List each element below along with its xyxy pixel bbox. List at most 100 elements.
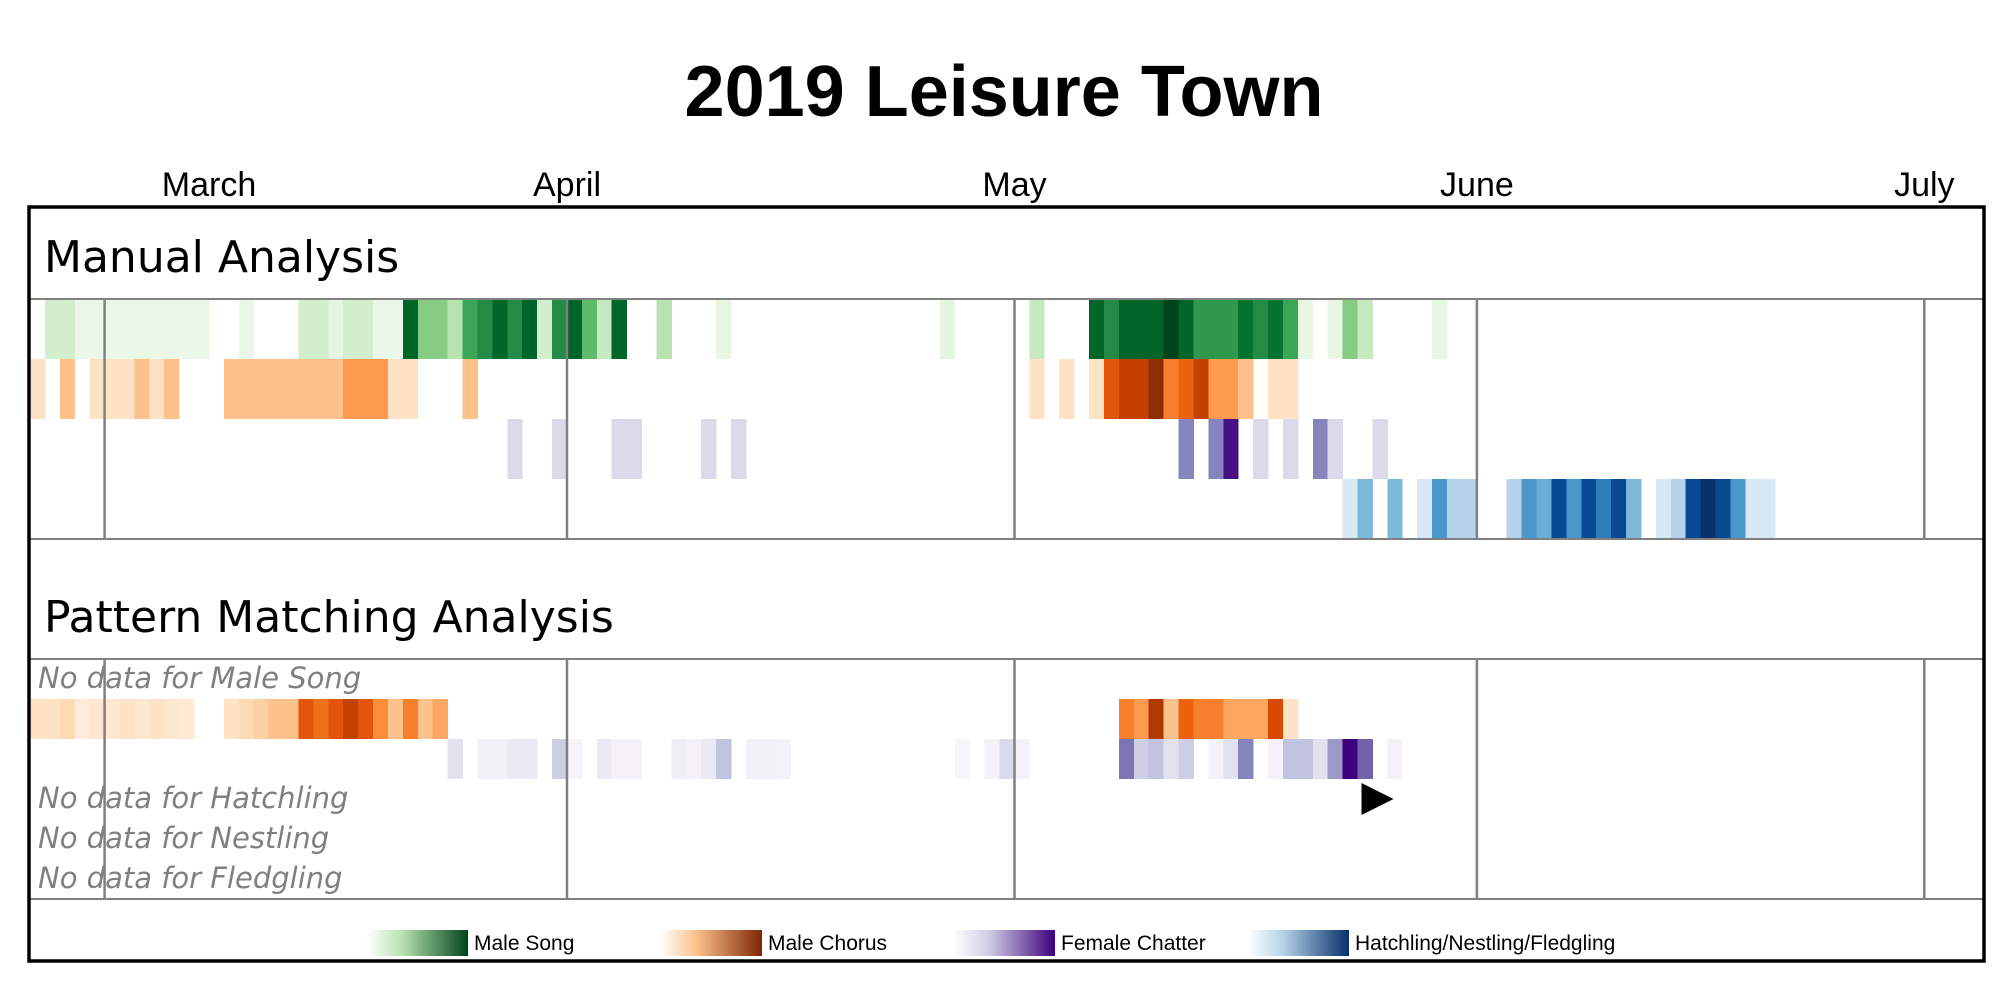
row-male-chorus (30, 359, 1299, 419)
heat-cell (194, 299, 210, 359)
month-label-july: July (1894, 166, 1954, 204)
heat-cell (1655, 479, 1672, 539)
legend-swatch-male-chorus (660, 930, 762, 956)
heat-cell (74, 699, 91, 739)
heat-cell (626, 419, 642, 479)
heat-cell (298, 699, 314, 739)
heat-cell (134, 699, 150, 739)
no-data-label: No data for Hatchling (38, 781, 348, 815)
heat-cell (1372, 419, 1388, 479)
heat-cell (1461, 479, 1478, 539)
heat-cell (149, 299, 165, 359)
heat-cell (1268, 359, 1284, 419)
heat-cell (1626, 479, 1642, 539)
heat-cell (507, 299, 523, 359)
heat-cell (1432, 299, 1448, 359)
heat-cell (1103, 359, 1120, 419)
heat-cell (1282, 739, 1299, 779)
heat-cell (417, 699, 434, 739)
heat-cell (462, 299, 478, 359)
heat-cell (59, 299, 76, 359)
heat-cell (328, 359, 344, 419)
heat-cell (1312, 419, 1329, 479)
heat-cell (164, 359, 180, 419)
heat-cell (1506, 479, 1523, 539)
heat-cell (492, 739, 508, 779)
heat-cell (1148, 739, 1165, 779)
heat-cell (343, 699, 359, 739)
month-label-april: April (533, 166, 601, 204)
heat-cell (313, 699, 329, 739)
legend-label-male-chorus: Male Chorus (768, 932, 887, 955)
heat-cell (402, 299, 419, 359)
heat-cell (1268, 699, 1284, 739)
heat-cell (268, 359, 284, 419)
heat-cell (611, 299, 628, 359)
heat-cell (59, 699, 76, 739)
heat-cell (477, 739, 493, 779)
panel-title: Pattern Matching Analysis (44, 592, 614, 643)
row-hatchling-nestling-fledgling (1342, 479, 1776, 539)
heat-cell (1118, 699, 1135, 739)
heat-cell (731, 419, 747, 479)
heat-cell (1760, 479, 1776, 539)
row-hatchling: No data for Hatchling (38, 781, 348, 815)
heat-cell (373, 359, 389, 419)
heat-cell (432, 299, 449, 359)
row-fledgling: No data for Fledgling (38, 861, 343, 895)
heat-cell (1282, 419, 1299, 479)
heat-cell (164, 699, 180, 739)
heat-cell (1133, 359, 1150, 419)
heat-cell (343, 359, 359, 419)
heat-cell (283, 359, 299, 419)
heat-cell (417, 299, 434, 359)
heat-cell (1447, 479, 1463, 539)
heat-cell (760, 739, 777, 779)
heat-cell (1387, 479, 1403, 539)
heat-cell (30, 359, 46, 419)
heat-cell (701, 419, 717, 479)
heat-cell (253, 359, 270, 419)
heat-cell (745, 739, 762, 779)
heat-cell (1596, 479, 1612, 539)
heat-cell (596, 299, 613, 359)
chart-title: 2019 Leisure Town (685, 52, 1324, 132)
panel-pattern-matching-analysis: Pattern Matching Analysis No data for Mal… (30, 592, 1984, 900)
heat-cell (1253, 299, 1269, 359)
heat-cell (268, 699, 284, 739)
heat-cell (1730, 479, 1746, 539)
heat-cell (402, 359, 419, 419)
heat-cell (1014, 739, 1030, 779)
heat-cell (1089, 299, 1105, 359)
heat-cell (1118, 299, 1135, 359)
heat-cell (238, 699, 255, 739)
heat-cell (1342, 299, 1358, 359)
panels: Manual Analysis Pattern Matching Analysis… (30, 232, 1984, 900)
heat-cell (1238, 699, 1254, 739)
heat-cell (1208, 699, 1224, 739)
heat-cell (283, 699, 299, 739)
legend-label-male-song: Male Song (474, 932, 574, 955)
heat-cell (462, 359, 478, 419)
heat-cell (1178, 699, 1194, 739)
heat-cell (1118, 359, 1135, 419)
heat-cell (149, 699, 165, 739)
heat-cell (119, 299, 135, 359)
heat-cell (1268, 739, 1284, 779)
heat-cell (686, 739, 702, 779)
heat-cell (59, 359, 76, 419)
heat-cell (298, 359, 314, 419)
heat-cell (223, 359, 240, 419)
heat-cell (1029, 299, 1045, 359)
heat-cell (387, 299, 404, 359)
heat-cell (134, 299, 150, 359)
heat-cell (1521, 479, 1537, 539)
heat-cell (1357, 299, 1373, 359)
heat-cell (1223, 299, 1239, 359)
heat-cell (1387, 739, 1403, 779)
heat-cell (119, 699, 135, 739)
heat-cell (1089, 359, 1105, 419)
heat-cell (1566, 479, 1582, 539)
heat-cell (373, 299, 389, 359)
